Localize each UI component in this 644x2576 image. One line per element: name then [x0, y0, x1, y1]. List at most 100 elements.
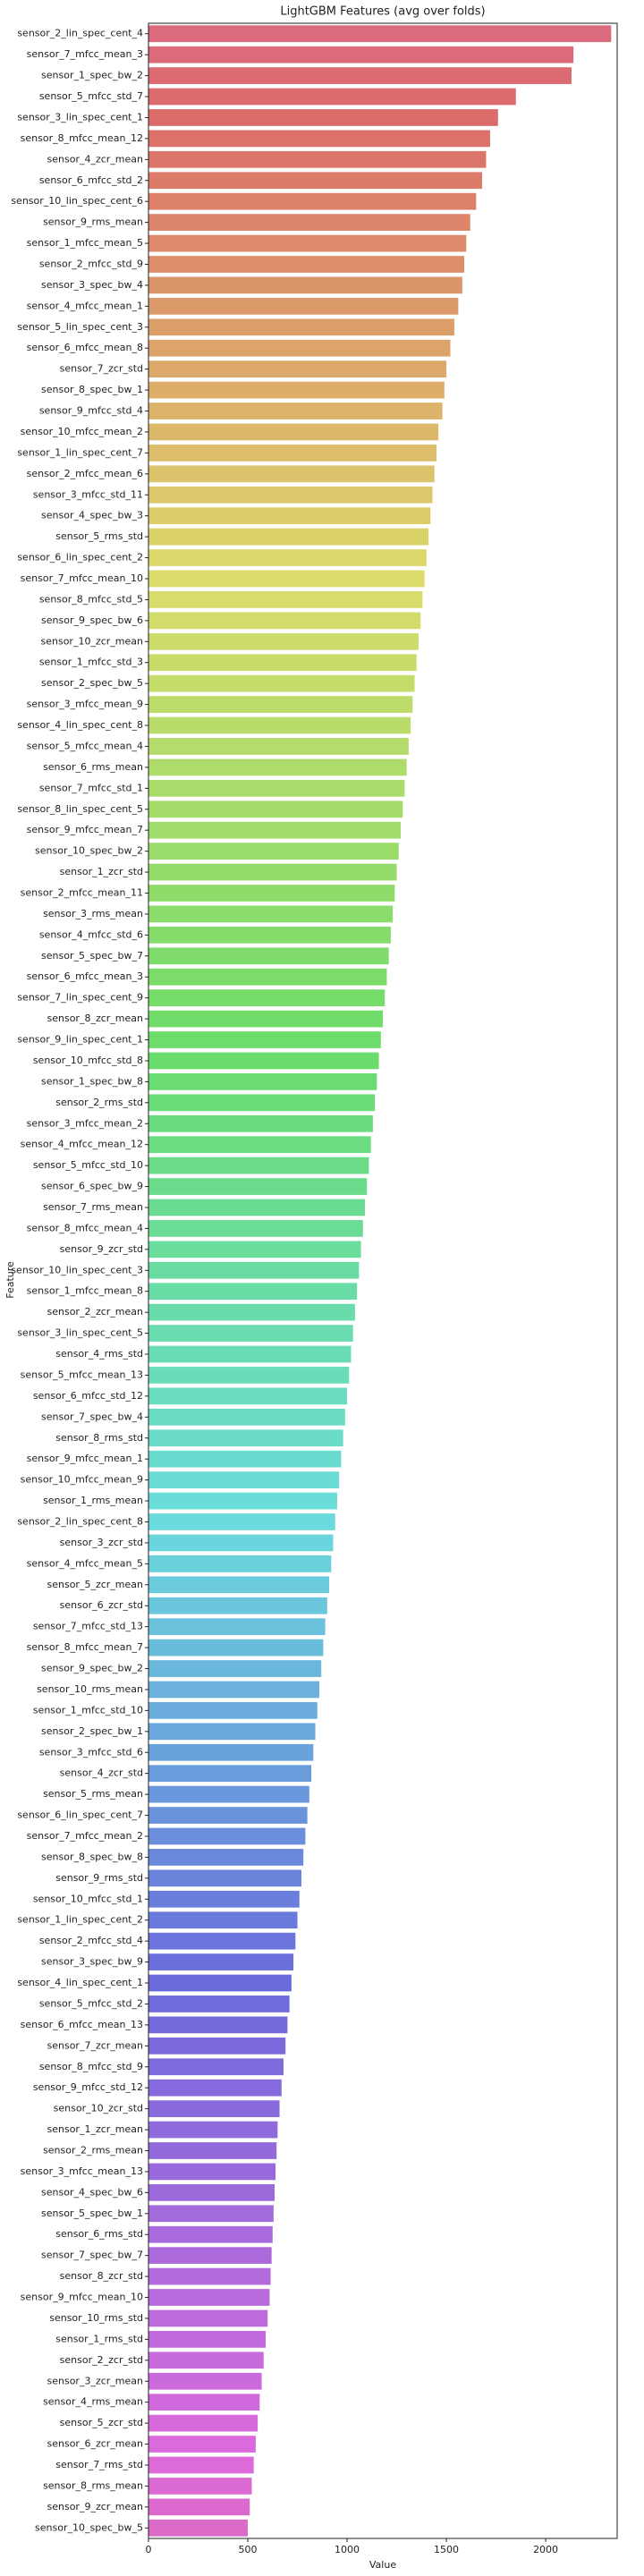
y-tick-label: sensor_7_mfcc_std_1: [39, 782, 143, 793]
bar: [148, 214, 470, 231]
bar: [148, 1513, 335, 1530]
bar: [148, 1031, 381, 1048]
y-tick-label: sensor_3_mfcc_mean_9: [27, 699, 143, 710]
bar: [148, 2519, 249, 2537]
bar: [148, 1827, 306, 1845]
bar: [148, 2142, 277, 2159]
bar: [148, 821, 401, 839]
y-tick-label: sensor_9_mfcc_mean_1: [27, 1453, 143, 1464]
y-tick-label: sensor_3_zcr_std: [60, 1537, 143, 1548]
y-tick-label: sensor_2_spec_bw_5: [41, 677, 143, 689]
bar: [148, 1492, 337, 1510]
bar: [148, 1576, 330, 1594]
bar: [148, 1890, 300, 1908]
bar: [148, 1010, 383, 1028]
bar: [148, 402, 443, 419]
bar: [148, 716, 411, 734]
y-tick-label: sensor_7_mfcc_std_13: [33, 1621, 143, 1632]
bar: [148, 1408, 345, 1426]
bar: [148, 1283, 358, 1301]
y-tick-label: sensor_2_mfcc_std_4: [39, 1935, 143, 1946]
chart-title: LightGBM Features (avg over folds): [280, 5, 485, 19]
bar: [148, 1953, 294, 1970]
bar: [148, 423, 439, 441]
y-tick-label: sensor_2_mfcc_std_9: [39, 258, 143, 269]
y-tick-label: sensor_9_rms_mean: [43, 216, 143, 228]
bar: [148, 2394, 260, 2411]
bar: [148, 632, 419, 650]
bar: [148, 1702, 318, 1719]
bar: [148, 801, 403, 818]
y-tick-label: sensor_6_mfcc_mean_13: [21, 2019, 143, 2030]
bar: [148, 1387, 348, 1405]
bar: [148, 486, 433, 504]
bar: [148, 360, 447, 378]
y-tick-label: sensor_10_lin_spec_cent_6: [11, 195, 143, 207]
bar: [148, 2372, 262, 2390]
y-tick-label: sensor_5_lin_spec_cent_3: [17, 321, 143, 333]
bar: [148, 2436, 256, 2453]
bar: [148, 256, 465, 273]
y-tick-label: sensor_5_zcr_std: [60, 2417, 143, 2428]
bar: [148, 2267, 271, 2285]
y-tick-label: sensor_1_rms_mean: [43, 1495, 143, 1506]
y-tick-label: sensor_6_zcr_mean: [47, 2438, 144, 2450]
bar: [148, 1932, 296, 1950]
bar: [148, 445, 436, 462]
y-tick-label: sensor_8_spec_bw_1: [41, 384, 143, 395]
y-tick-label: sensor_10_mfcc_mean_2: [21, 426, 143, 437]
x-axis-label: Value: [369, 2559, 396, 2571]
y-tick-label: sensor_10_zcr_std: [54, 2103, 143, 2114]
y-tick-label: sensor_5_spec_bw_1: [41, 2207, 143, 2219]
bar: [148, 1073, 377, 1090]
bar: [148, 1136, 371, 1154]
bar: [148, 2016, 288, 2034]
bar: [148, 2037, 286, 2055]
bar: [148, 549, 427, 566]
bar: [148, 591, 423, 608]
bar: [148, 1723, 316, 1741]
y-tick-label: sensor_5_rms_std: [55, 530, 143, 542]
bar: [148, 528, 429, 546]
y-tick-label: sensor_10_rms_std: [49, 2312, 143, 2324]
y-tick-label: sensor_7_rms_mean: [43, 1201, 143, 1213]
bar: [148, 1220, 363, 1237]
y-tick-label: sensor_6_rms_mean: [43, 761, 143, 773]
bar: [148, 2100, 280, 2117]
bar: [148, 2247, 272, 2265]
y-tick-label: sensor_3_rms_mean: [43, 908, 143, 919]
bar: [148, 1052, 379, 1070]
y-tick-label: sensor_7_mfcc_mean_10: [21, 572, 143, 584]
y-tick-label: sensor_1_rms_std: [55, 2333, 143, 2344]
x-tick-label: 500: [239, 2544, 258, 2555]
bar: [148, 989, 386, 1007]
bar: [148, 2309, 268, 2327]
y-tick-label: sensor_1_mfcc_mean_8: [27, 1285, 143, 1297]
bar: [148, 1345, 352, 1363]
y-tick-label: sensor_9_zcr_mean: [47, 2501, 144, 2512]
y-tick-label: sensor_6_mfcc_std_12: [33, 1390, 143, 1402]
y-tick-label: sensor_7_zcr_mean: [47, 2039, 144, 2051]
y-tick-label: sensor_4_mfcc_mean_1: [27, 300, 143, 311]
y-tick-label: sensor_4_lin_spec_cent_1: [17, 1977, 143, 1988]
y-tick-label: sensor_8_zcr_mean: [47, 1013, 144, 1024]
y-tick-label: sensor_6_lin_spec_cent_2: [17, 552, 143, 564]
bar: [148, 1618, 326, 1636]
y-tick-label: sensor_4_spec_bw_6: [41, 2186, 143, 2198]
y-tick-label: sensor_5_rms_mean: [43, 1788, 143, 1800]
bar: [148, 947, 389, 965]
y-tick-label: sensor_9_spec_bw_2: [41, 1663, 143, 1674]
y-tick-label: sensor_1_mfcc_std_3: [39, 657, 143, 668]
y-tick-label: sensor_6_mfcc_mean_3: [27, 970, 143, 982]
bar: [148, 276, 462, 294]
bar: [148, 2079, 282, 2097]
y-tick-label: sensor_5_zcr_mean: [47, 1579, 144, 1590]
bar: [148, 318, 454, 336]
y-tick-label: sensor_9_zcr_std: [60, 1243, 143, 1255]
y-tick-label: sensor_8_mfcc_std_9: [39, 2061, 143, 2072]
y-tick-label: sensor_8_rms_mean: [43, 2479, 143, 2491]
bar: [148, 1555, 332, 1572]
y-tick-label: sensor_6_spec_bw_9: [41, 1181, 143, 1192]
y-tick-label: sensor_8_mfcc_mean_7: [27, 1641, 143, 1653]
bar: [148, 46, 574, 64]
